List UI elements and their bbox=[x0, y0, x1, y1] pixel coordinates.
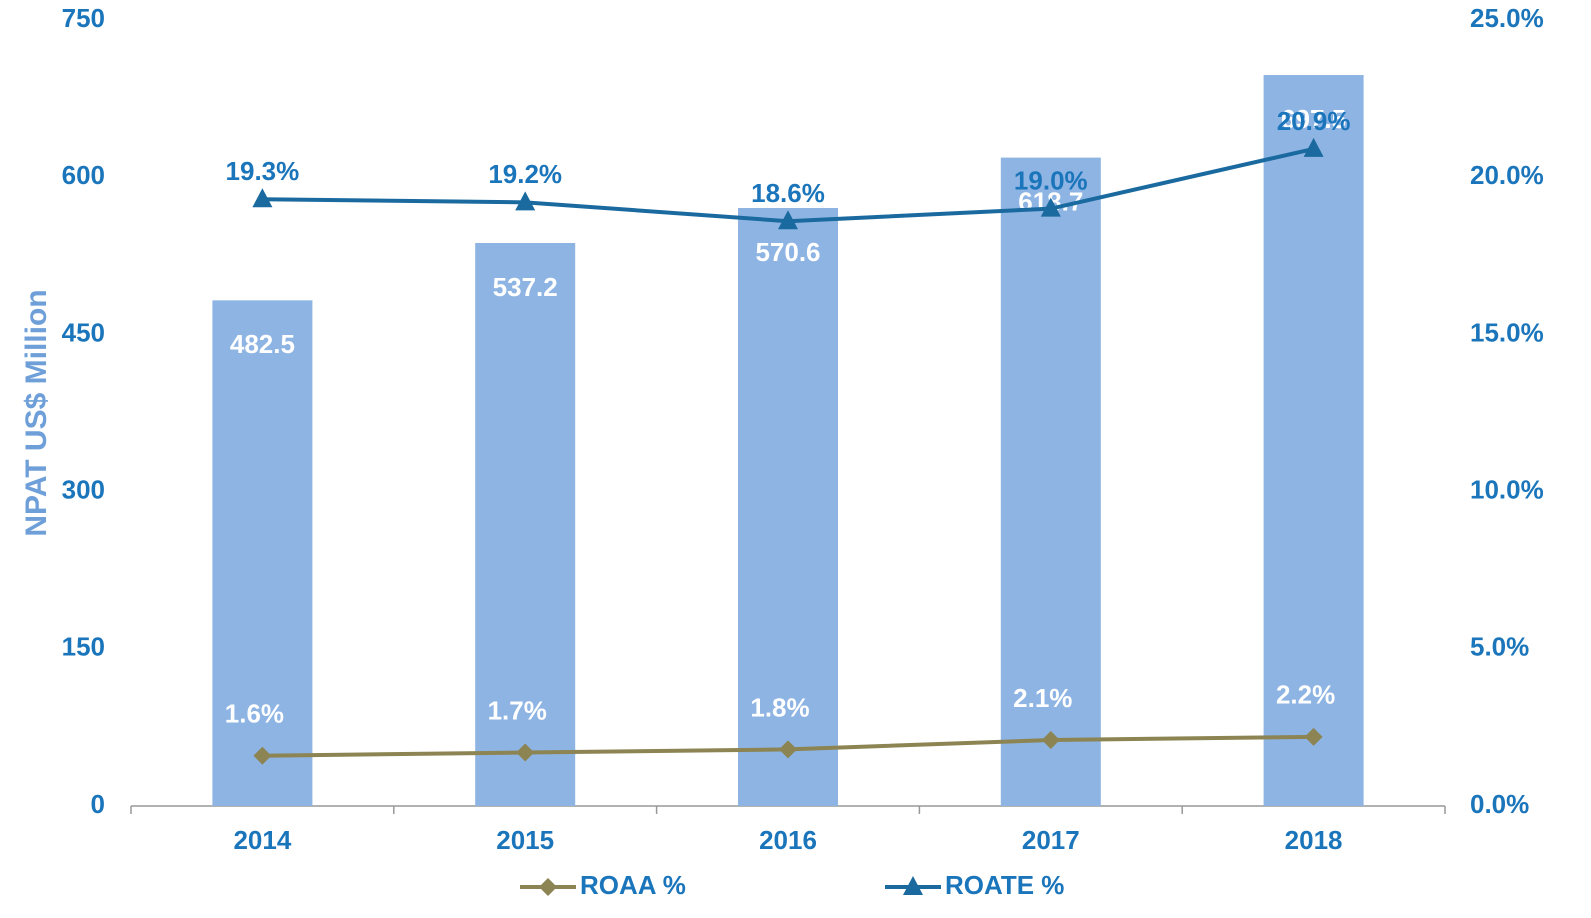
data-label: 20.9% bbox=[1277, 106, 1351, 136]
line-marker bbox=[779, 740, 797, 759]
y-tick-label: 600 bbox=[62, 160, 105, 190]
bar bbox=[738, 208, 838, 806]
data-label: 1.8% bbox=[750, 692, 809, 722]
bar bbox=[212, 300, 313, 806]
line-marker bbox=[1041, 730, 1060, 749]
y-tick-label: 450 bbox=[62, 317, 105, 347]
legend-marker bbox=[903, 876, 923, 895]
legend-marker bbox=[539, 878, 557, 896]
line-marker bbox=[1304, 727, 1323, 746]
y2-tick-label: 5.0% bbox=[1470, 632, 1529, 662]
x-tick-label: 2016 bbox=[759, 825, 817, 855]
line-marker bbox=[1040, 197, 1061, 217]
y2-tick-label: 15.0% bbox=[1470, 317, 1544, 347]
line-marker bbox=[778, 210, 798, 230]
data-label: 18.6% bbox=[751, 178, 825, 208]
y-tick-label: 300 bbox=[62, 474, 105, 504]
data-label: 2.2% bbox=[1276, 680, 1335, 710]
y-tick-label: 750 bbox=[62, 3, 105, 33]
line-marker bbox=[516, 743, 535, 762]
line-marker bbox=[252, 188, 273, 208]
x-tick-label: 2014 bbox=[233, 825, 291, 855]
data-label: 19.0% bbox=[1014, 166, 1088, 196]
line-marker bbox=[515, 191, 536, 211]
y2-tick-label: 10.0% bbox=[1470, 474, 1544, 504]
y-tick-label: 0 bbox=[91, 789, 105, 819]
legend-label: ROAA % bbox=[580, 870, 686, 900]
data-label: 2.1% bbox=[1013, 683, 1072, 713]
x-tick-label: 2018 bbox=[1285, 825, 1343, 855]
x-tick-label: 2015 bbox=[496, 825, 554, 855]
y-tick-label: 150 bbox=[62, 632, 105, 662]
y2-tick-label: 0.0% bbox=[1470, 789, 1529, 819]
bar-value-label: 570.6 bbox=[755, 237, 820, 267]
line-marker bbox=[1303, 137, 1324, 157]
bar-value-label: 482.5 bbox=[230, 329, 295, 359]
bar bbox=[1263, 75, 1364, 806]
data-label: 19.2% bbox=[488, 159, 562, 189]
data-label: 1.7% bbox=[488, 695, 547, 725]
legend-label: ROATE % bbox=[945, 870, 1064, 900]
y-axis-label: NPAT US$ Million bbox=[20, 289, 53, 536]
x-tick-label: 2017 bbox=[1022, 825, 1080, 855]
data-label: 1.6% bbox=[225, 699, 284, 729]
data-label: 19.3% bbox=[226, 156, 300, 186]
line-marker bbox=[253, 746, 272, 765]
bar bbox=[475, 243, 576, 806]
y2-tick-label: 25.0% bbox=[1470, 3, 1544, 33]
y2-tick-label: 20.0% bbox=[1470, 160, 1544, 190]
bar-value-label: 537.2 bbox=[493, 272, 558, 302]
bar-value-label: 697.5 bbox=[1281, 104, 1346, 134]
bar bbox=[1000, 157, 1101, 806]
